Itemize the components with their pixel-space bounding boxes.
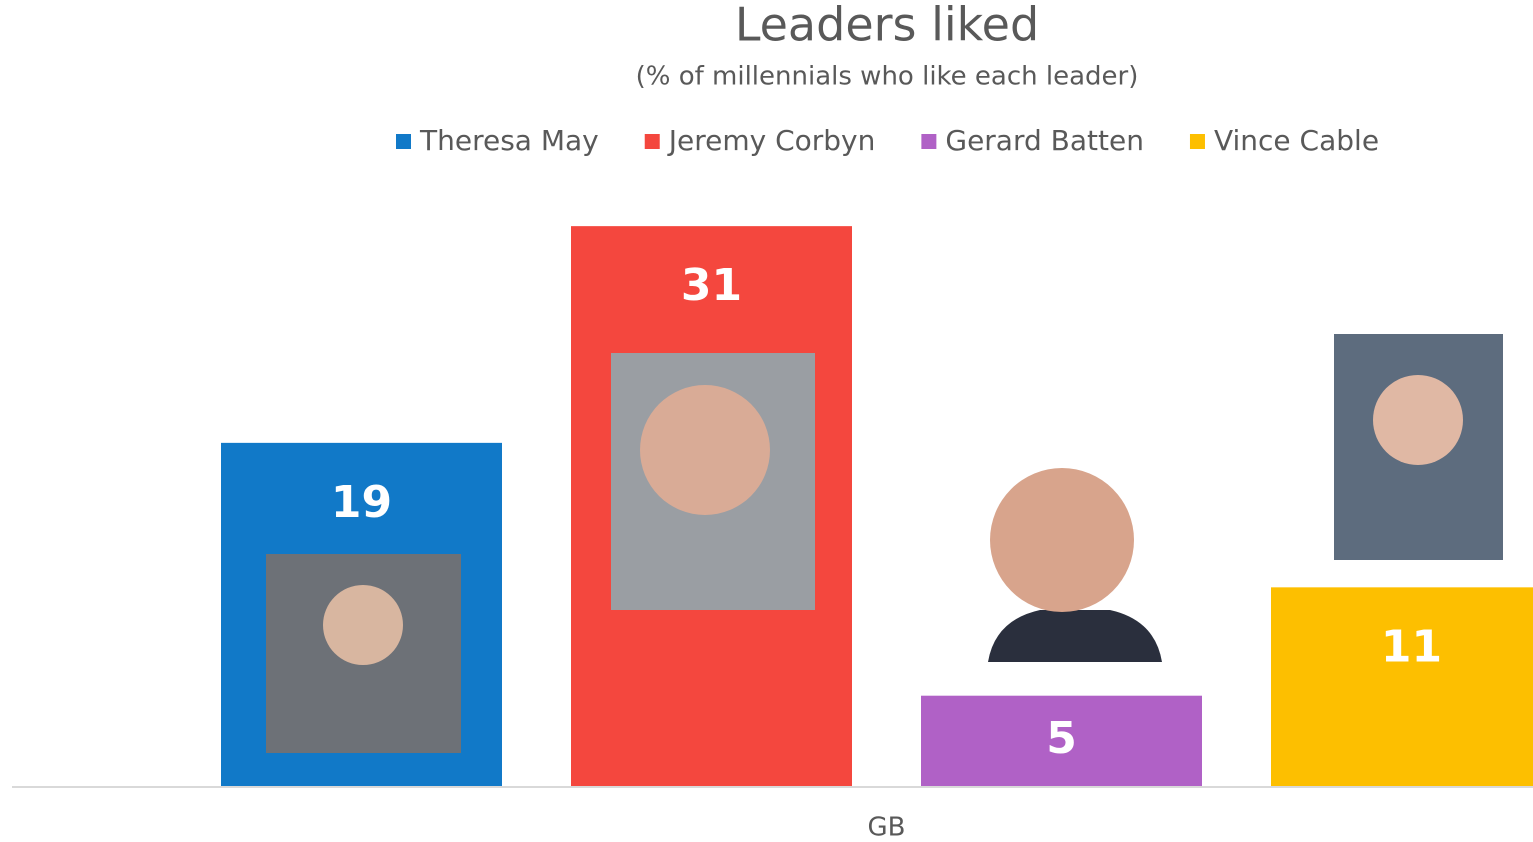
photo-face	[640, 385, 770, 515]
value-label: 5	[1046, 713, 1077, 764]
page: {"chart_data": {"type": "bar", "title": …	[0, 0, 1533, 842]
bar	[1271, 587, 1533, 786]
chart-title: Leaders liked	[735, 0, 1039, 52]
chart: Leaders liked (% of millennials who like…	[0, 0, 1533, 842]
legend-swatch	[396, 134, 411, 149]
legend-swatch	[645, 134, 660, 149]
x-tick-label: GB	[868, 813, 906, 842]
photo-face	[1373, 375, 1463, 465]
photo-body	[988, 610, 1162, 662]
legend-label: Vince Cable	[1214, 124, 1379, 157]
photo-face	[323, 585, 403, 665]
value-label: 19	[331, 477, 392, 528]
value-label: 11	[1381, 621, 1442, 672]
legend-swatch	[921, 134, 936, 149]
legend-swatch	[1190, 134, 1205, 149]
chart-subtitle: (% of millennials who like each leader)	[636, 62, 1139, 92]
legend-label: Gerard Batten	[945, 124, 1144, 157]
legend-label: Jeremy Corbyn	[667, 124, 876, 157]
value-label: 31	[681, 260, 742, 311]
photo-face	[990, 468, 1134, 612]
legend-label: Theresa May	[419, 124, 599, 157]
